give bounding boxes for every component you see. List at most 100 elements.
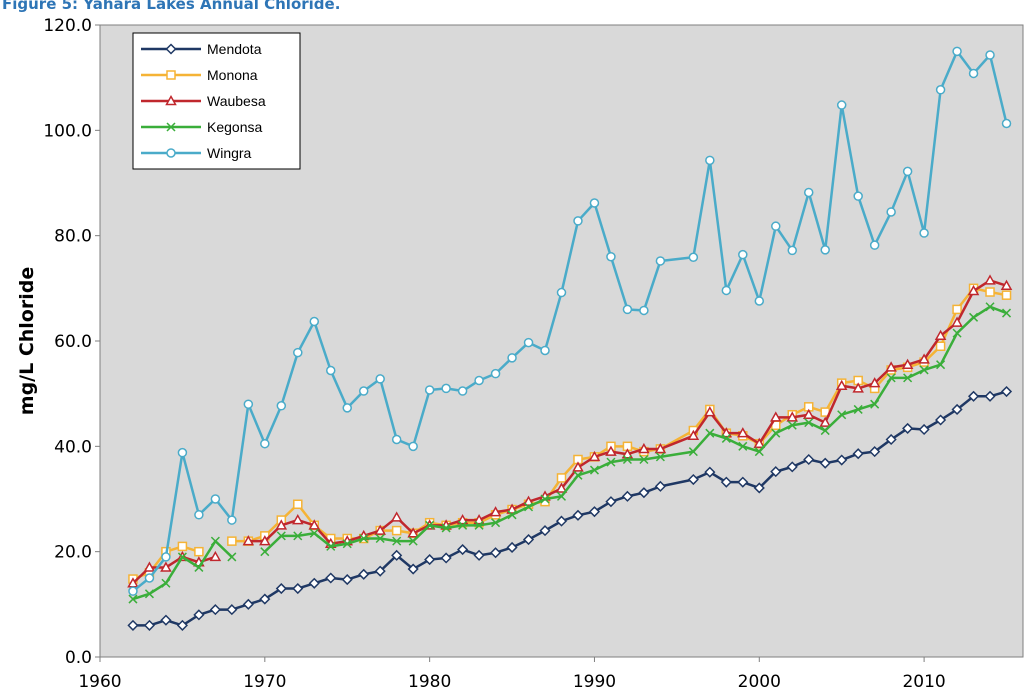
marker — [440, 552, 452, 564]
marker — [128, 586, 138, 596]
marker — [853, 191, 863, 201]
marker — [935, 341, 946, 352]
marker — [721, 285, 732, 296]
marker — [969, 312, 979, 322]
marker — [589, 465, 599, 475]
marker — [902, 422, 914, 434]
marker — [456, 514, 469, 525]
marker — [804, 418, 814, 428]
marker — [902, 166, 913, 177]
marker — [919, 228, 929, 238]
marker — [166, 70, 176, 80]
marker — [886, 207, 896, 217]
marker — [835, 379, 848, 391]
marker — [885, 361, 897, 372]
marker — [473, 549, 485, 561]
marker — [803, 453, 815, 466]
marker — [293, 531, 303, 541]
marker — [275, 519, 288, 530]
marker — [260, 438, 270, 449]
marker — [424, 385, 435, 395]
marker — [292, 514, 304, 525]
marker — [803, 187, 814, 198]
marker — [935, 414, 947, 426]
marker — [621, 490, 633, 502]
marker — [985, 287, 995, 297]
marker — [359, 533, 369, 544]
marker — [919, 365, 929, 375]
marker — [769, 411, 782, 422]
marker — [605, 445, 617, 456]
marker — [293, 499, 303, 510]
marker — [737, 476, 749, 488]
marker — [770, 466, 782, 478]
marker — [407, 563, 419, 575]
marker — [374, 565, 386, 577]
marker — [687, 429, 700, 441]
marker — [868, 377, 881, 388]
marker — [408, 536, 418, 546]
marker — [209, 550, 222, 562]
marker — [522, 533, 535, 546]
marker — [259, 535, 271, 546]
marker — [276, 401, 287, 411]
marker — [787, 245, 797, 256]
marker — [1000, 385, 1013, 398]
marker — [935, 85, 946, 95]
marker — [165, 43, 177, 55]
marker — [639, 454, 649, 465]
marker — [276, 531, 286, 541]
marker — [555, 482, 568, 493]
marker — [127, 619, 139, 631]
marker — [967, 284, 980, 296]
marker — [176, 619, 188, 631]
marker — [326, 365, 336, 376]
marker — [771, 221, 781, 231]
marker — [802, 408, 815, 419]
marker — [869, 240, 880, 250]
marker — [588, 450, 601, 462]
marker — [177, 447, 188, 458]
marker — [936, 360, 946, 370]
marker — [227, 552, 237, 562]
marker — [655, 452, 665, 462]
marker — [375, 533, 385, 544]
marker — [606, 457, 616, 467]
marker — [540, 494, 550, 504]
marker — [227, 515, 237, 525]
marker — [573, 470, 583, 480]
marker — [638, 487, 650, 499]
marker — [293, 347, 303, 358]
marker — [687, 473, 699, 486]
legend-label: Mendota — [207, 41, 262, 57]
marker — [227, 536, 237, 546]
x-tick-label: 2010 — [902, 672, 945, 692]
marker — [309, 316, 320, 327]
marker — [143, 561, 156, 572]
marker — [901, 358, 914, 369]
marker — [507, 353, 517, 363]
marker — [705, 155, 715, 166]
marker — [737, 427, 749, 438]
marker — [606, 251, 616, 262]
marker — [474, 375, 484, 386]
marker — [819, 416, 831, 427]
marker — [819, 457, 831, 469]
marker — [522, 495, 535, 506]
marker — [491, 518, 501, 528]
marker — [210, 536, 220, 546]
marker — [506, 541, 518, 554]
marker — [308, 519, 321, 530]
marker — [506, 503, 518, 514]
marker — [985, 50, 995, 60]
marker — [738, 249, 748, 260]
legend-label: Kegonsa — [207, 119, 262, 135]
marker — [193, 609, 205, 621]
marker — [786, 461, 798, 473]
marker — [704, 406, 716, 417]
marker — [1000, 279, 1013, 290]
marker — [622, 304, 633, 315]
marker — [194, 510, 204, 520]
x-tick-label: 2000 — [738, 672, 781, 692]
marker — [540, 345, 550, 356]
